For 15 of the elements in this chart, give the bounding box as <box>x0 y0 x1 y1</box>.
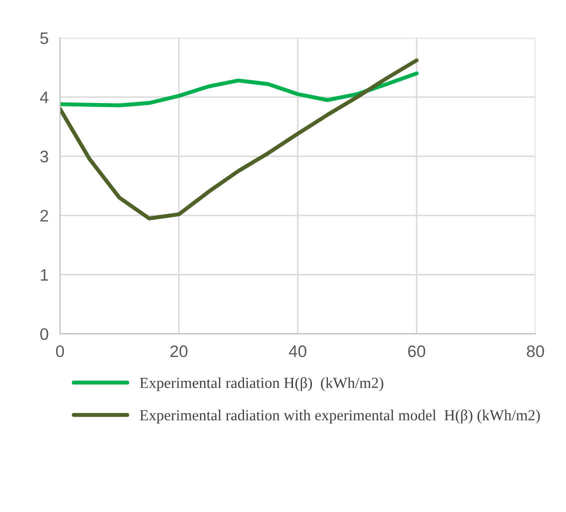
y-tick-label: 2 <box>40 210 48 222</box>
x-tick-label: 80 <box>526 345 544 358</box>
y-tick-label: 4 <box>40 92 48 104</box>
line-series <box>60 71 419 108</box>
y-tick-label: 0 <box>40 328 48 340</box>
legend-label: Experimental radiation with experimental model H(β) (kWh/m2) <box>140 410 540 424</box>
x-tick-label: 0 <box>56 345 64 358</box>
legend-label: Experimental radiation H(β) (kWh/m2) <box>140 377 384 392</box>
y-tick-label: 1 <box>40 269 48 281</box>
y-tick-label: 5 <box>40 32 48 44</box>
x-tick-label: 60 <box>408 345 426 358</box>
y-tick-label: 3 <box>40 150 48 162</box>
x-tick-label: 20 <box>170 345 188 358</box>
line-series <box>60 58 419 220</box>
x-tick-label: 40 <box>288 345 306 358</box>
